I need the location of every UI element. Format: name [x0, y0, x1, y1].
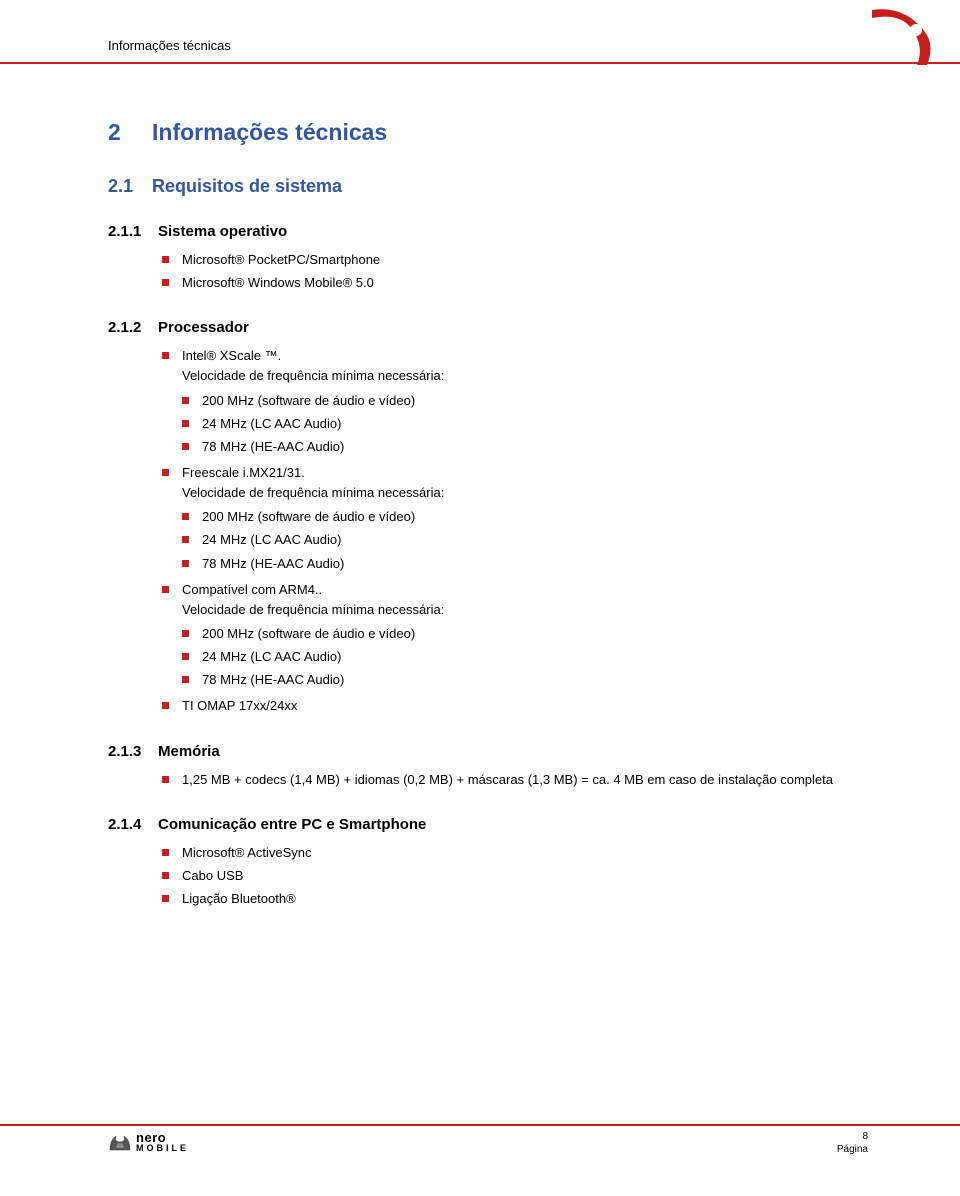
list-item-text: 200 MHz (software de áudio e vídeo) [202, 393, 415, 408]
list-item-text: 24 MHz (LC AAC Audio) [202, 649, 341, 664]
nested-list: 200 MHz (software de áudio e vídeo) 24 M… [182, 624, 860, 690]
subsection-heading: 2.1.2Processador [108, 319, 860, 336]
list-item-text: Freescale i.MX21/31. [182, 465, 305, 480]
header-rule [0, 62, 960, 64]
list-item: Microsoft® Windows Mobile® 5.0 [162, 273, 860, 293]
list-item-text: Microsoft® ActiveSync [182, 845, 312, 860]
list-item-text: Cabo USB [182, 868, 243, 883]
list-item: 200 MHz (software de áudio e vídeo) [182, 507, 860, 527]
list-item-text: Microsoft® PocketPC/Smartphone [182, 252, 380, 267]
list-item: 24 MHz (LC AAC Audio) [182, 647, 860, 667]
page-number: 8 [837, 1130, 868, 1143]
list-subtext: Velocidade de frequência mínima necessár… [182, 600, 860, 620]
list-item: Cabo USB [162, 866, 860, 886]
list-item-text: 200 MHz (software de áudio e vídeo) [202, 509, 415, 524]
subsection-number: 2.1.2 [108, 319, 158, 336]
chapter-heading: 2Informações técnicas [108, 119, 860, 146]
page-label: Página [837, 1143, 868, 1156]
section-2-1-1: 2.1.1Sistema operativo Microsoft® Pocket… [108, 223, 860, 293]
footer-logo: nero MOBILE [108, 1132, 189, 1152]
subsection-number: 2.1.4 [108, 816, 158, 833]
list-processor: Intel® XScale ™. Velocidade de frequênci… [162, 346, 860, 716]
list-item-text: 24 MHz (LC AAC Audio) [202, 416, 341, 431]
subsection-number: 2.1.1 [108, 223, 158, 240]
page-header: Informações técnicas [0, 0, 960, 53]
list-item-text: 78 MHz (HE-AAC Audio) [202, 556, 344, 571]
list-item: 78 MHz (HE-AAC Audio) [182, 437, 860, 457]
list-item-text: Compatível com ARM4.. [182, 582, 322, 597]
list-item: 1,25 MB + codecs (1,4 MB) + idiomas (0,2… [162, 770, 860, 790]
section-2-1-4: 2.1.4Comunicação entre PC e Smartphone M… [108, 816, 860, 909]
nero-flame-icon [108, 1132, 132, 1152]
list-item-text: 78 MHz (HE-AAC Audio) [202, 672, 344, 687]
list-item-text: 24 MHz (LC AAC Audio) [202, 532, 341, 547]
list-item: 78 MHz (HE-AAC Audio) [182, 670, 860, 690]
chapter-number: 2 [108, 119, 152, 146]
list-os: Microsoft® PocketPC/Smartphone Microsoft… [162, 250, 860, 293]
list-item: 24 MHz (LC AAC Audio) [182, 530, 860, 550]
list-item: Microsoft® PocketPC/Smartphone [162, 250, 860, 270]
section-2-1: 2.1Requisitos de sistema [108, 176, 860, 197]
list-item: Microsoft® ActiveSync [162, 843, 860, 863]
logo-text: nero MOBILE [136, 1132, 189, 1152]
section-number: 2.1 [108, 176, 152, 197]
footer-rule [0, 1124, 960, 1126]
subsection-heading: 2.1.1Sistema operativo [108, 223, 860, 240]
subsection-heading: 2.1.3Memória [108, 743, 860, 760]
logo-sub: MOBILE [136, 1144, 189, 1152]
list-item: Intel® XScale ™. Velocidade de frequênci… [162, 346, 860, 457]
list-subtext: Velocidade de frequência mínima necessár… [182, 483, 860, 503]
list-item-text: 200 MHz (software de áudio e vídeo) [202, 626, 415, 641]
list-subtext: Velocidade de frequência mínima necessár… [182, 366, 860, 386]
subsection-number: 2.1.3 [108, 743, 158, 760]
list-comm: Microsoft® ActiveSync Cabo USB Ligação B… [162, 843, 860, 909]
nested-list: 200 MHz (software de áudio e vídeo) 24 M… [182, 391, 860, 457]
footer-page: 8 Página [837, 1130, 868, 1156]
chapter-title: Informações técnicas [152, 119, 387, 145]
nested-list: 200 MHz (software de áudio e vídeo) 24 M… [182, 507, 860, 573]
page-footer: nero MOBILE 8 Página [0, 1124, 960, 1170]
section-title: Requisitos de sistema [152, 176, 342, 196]
list-item-text: TI OMAP 17xx/24xx [182, 698, 297, 713]
header-swoosh-icon [872, 0, 942, 70]
list-item-text: Microsoft® Windows Mobile® 5.0 [182, 275, 374, 290]
list-item-text: Intel® XScale ™. [182, 348, 281, 363]
list-item: Ligação Bluetooth® [162, 889, 860, 909]
subsection-heading: 2.1.4Comunicação entre PC e Smartphone [108, 816, 860, 833]
subsection-title: Memória [158, 743, 220, 760]
list-item: 200 MHz (software de áudio e vídeo) [182, 391, 860, 411]
list-item: Freescale i.MX21/31. Velocidade de frequ… [162, 463, 860, 574]
subsection-title: Sistema operativo [158, 223, 287, 240]
list-item: 200 MHz (software de áudio e vídeo) [182, 624, 860, 644]
list-item-text: Ligação Bluetooth® [182, 891, 296, 906]
list-item: 78 MHz (HE-AAC Audio) [182, 554, 860, 574]
list-item: 24 MHz (LC AAC Audio) [182, 414, 860, 434]
subsection-title: Processador [158, 319, 249, 336]
list-item: Compatível com ARM4.. Velocidade de freq… [162, 580, 860, 691]
section-2-1-3: 2.1.3Memória 1,25 MB + codecs (1,4 MB) +… [108, 743, 860, 790]
list-item-text: 78 MHz (HE-AAC Audio) [202, 439, 344, 454]
header-breadcrumb: Informações técnicas [108, 38, 960, 53]
list-memory: 1,25 MB + codecs (1,4 MB) + idiomas (0,2… [162, 770, 860, 790]
section-2-1-2: 2.1.2Processador Intel® XScale ™. Veloci… [108, 319, 860, 716]
page-content: 2Informações técnicas 2.1Requisitos de s… [0, 59, 960, 909]
list-item: TI OMAP 17xx/24xx [162, 696, 860, 716]
section-heading: 2.1Requisitos de sistema [108, 176, 860, 197]
list-item-text: 1,25 MB + codecs (1,4 MB) + idiomas (0,2… [182, 772, 833, 787]
subsection-title: Comunicação entre PC e Smartphone [158, 816, 426, 833]
